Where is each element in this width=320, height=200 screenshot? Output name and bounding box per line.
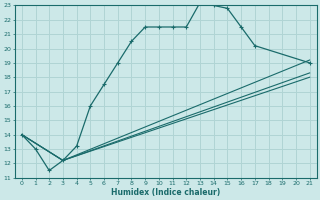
X-axis label: Humidex (Indice chaleur): Humidex (Indice chaleur) — [111, 188, 220, 197]
